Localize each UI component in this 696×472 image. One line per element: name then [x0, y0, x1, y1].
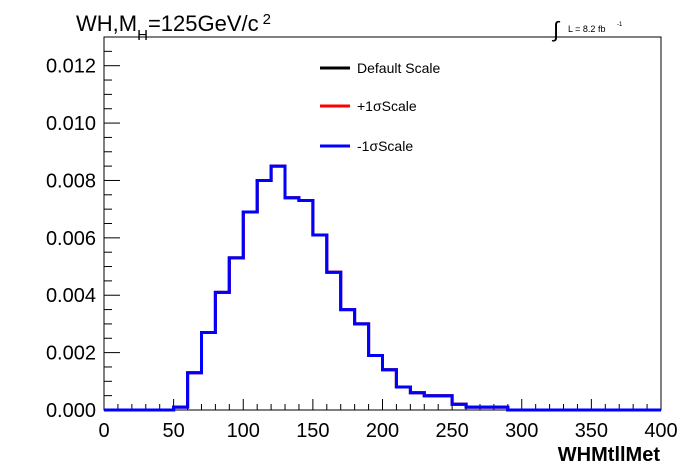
title-rest: =125GeV/c: [148, 11, 259, 36]
luminosity-label: L = 8.2 fb: [568, 24, 605, 34]
x-tick-label: 150: [296, 420, 329, 442]
x-tick-label: 100: [227, 420, 260, 442]
x-axis-label: WHMtllMet: [558, 444, 661, 466]
y-tick-label: 0.006: [46, 228, 96, 250]
x-tick-label: 250: [435, 420, 468, 442]
legend-label: +1σScale: [357, 98, 417, 114]
title-main: WH,M: [76, 11, 137, 36]
x-tick-labels: 0 50 100 150 200 250 300 350 400: [98, 420, 677, 442]
integral-symbol: ∫: [551, 17, 561, 42]
y-tick-labels: 0.000 0.002 0.004 0.006 0.008 0.010 0.012: [46, 56, 96, 422]
x-tick-label: 400: [644, 420, 677, 442]
legend-label: -1σScale: [357, 138, 413, 154]
y-tick-label: 0.000: [46, 400, 96, 422]
x-tick-label: 0: [98, 420, 109, 442]
series-lines: [104, 164, 661, 412]
legend-label: Default Scale: [357, 60, 440, 76]
y-tick-label: 0.004: [46, 285, 96, 307]
title-subscript: H: [137, 27, 148, 44]
y-tick-label: 0.010: [46, 113, 96, 135]
legend: Default Scale +1σScale -1σScale: [320, 60, 440, 154]
x-tick-label: 50: [163, 420, 185, 442]
y-tick-label: 0.002: [46, 343, 96, 365]
x-tick-label: 350: [575, 420, 608, 442]
title-superscript: 2: [263, 11, 271, 28]
luminosity-exponent: -1: [617, 22, 623, 28]
x-tick-label: 300: [505, 420, 538, 442]
chart-title: WH,MH=125GeV/c 2: [76, 11, 271, 44]
x-tick-label: 200: [366, 420, 399, 442]
series-line-2: [104, 164, 661, 412]
y-tick-label: 0.008: [46, 170, 96, 192]
y-tick-label: 0.012: [46, 56, 96, 78]
